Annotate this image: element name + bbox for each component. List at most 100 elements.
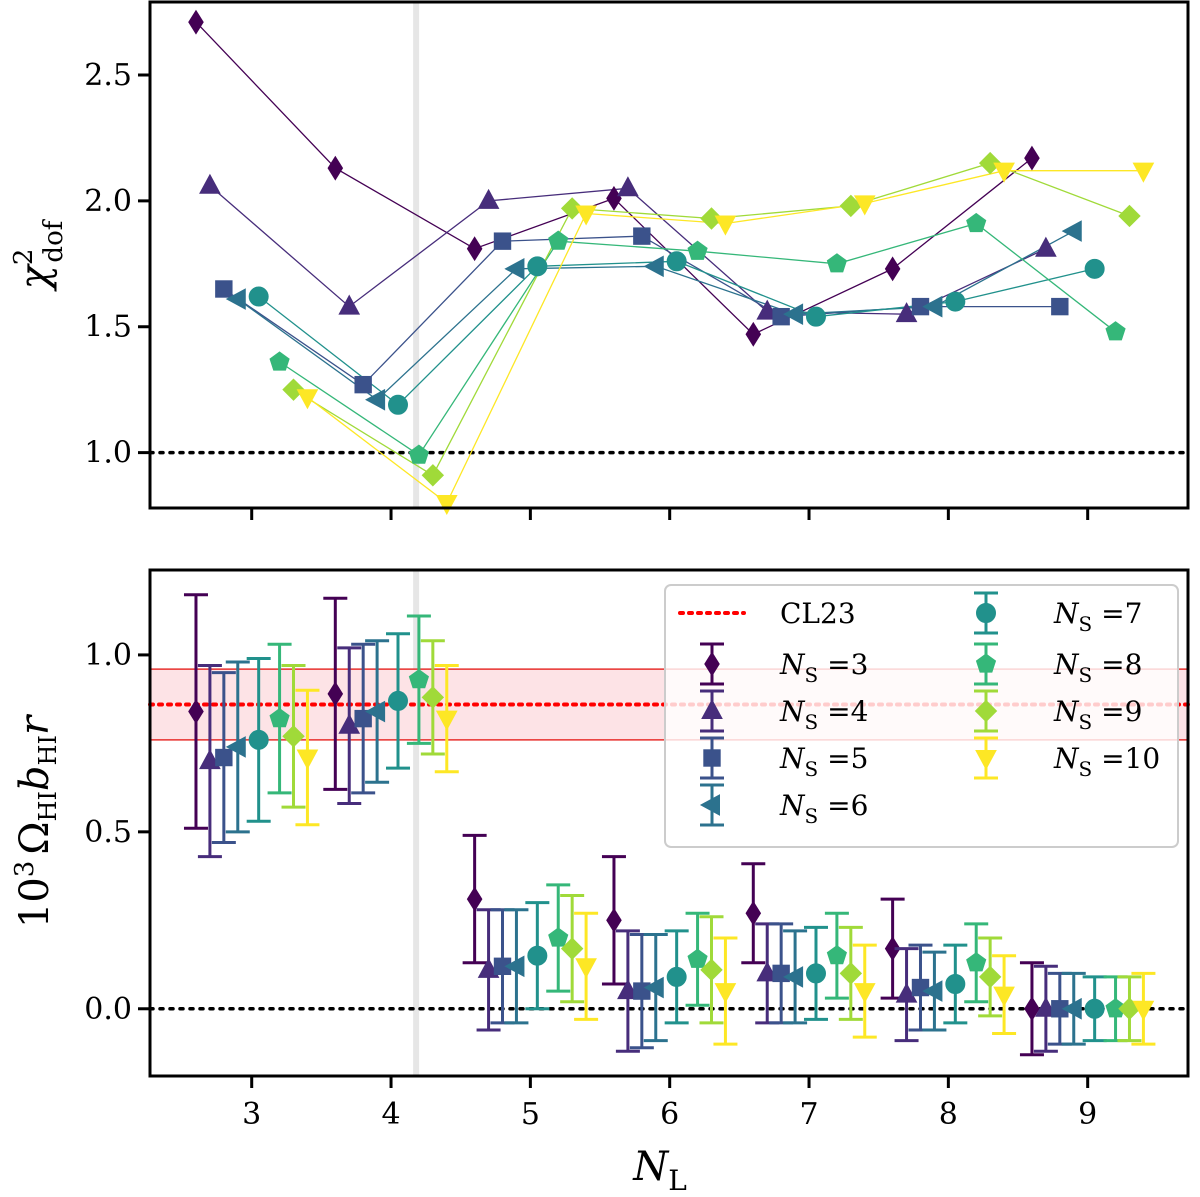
top-point-ns10-1	[435, 494, 458, 516]
top-point-ns10-3	[714, 215, 737, 236]
legend-n: N	[779, 695, 806, 728]
legend-s: S	[1079, 663, 1093, 687]
bottom-point-ns9-0	[282, 725, 305, 748]
bottom-ytick-label: 0.5	[84, 815, 132, 850]
legend-s: S	[805, 710, 819, 734]
bottom-point-ns8-5	[966, 952, 987, 972]
legend-cl23-label: CL23	[780, 597, 856, 630]
bottom-ytick-label: 0.0	[84, 992, 132, 1027]
bottom-point-ns3-5	[884, 936, 901, 962]
legend-label-ns10: NS =10	[1053, 742, 1160, 781]
bottom-point-ns7-5	[945, 974, 966, 994]
top-point-ns8-6	[1105, 321, 1126, 341]
top-point-ns5-4	[772, 307, 790, 326]
top-point-ns10-5	[993, 162, 1015, 183]
bottom-point-ns6-3	[643, 976, 664, 999]
bottom-point-ns5-5	[911, 978, 930, 997]
ylabel-b: b	[12, 765, 58, 791]
bottom-point-ns3-6	[1024, 996, 1040, 1022]
ylabel-omega-sub: HI	[34, 791, 62, 821]
bottom-point-ns4-0	[199, 749, 221, 770]
legend-value: =3	[818, 648, 868, 681]
top-point-ns6-4	[783, 303, 804, 325]
top-point-ns5-6	[1051, 297, 1069, 316]
bottom-point-ns3-3	[606, 907, 622, 933]
top-point-ns5-3	[633, 227, 651, 245]
top-point-ns3-6	[1024, 145, 1040, 171]
top-point-ns4-4	[756, 299, 779, 320]
bottom-point-ns4-3	[617, 979, 639, 1000]
legend-s: S	[1079, 757, 1093, 781]
legend-frame	[664, 584, 1179, 848]
bottom-point-ns8-2	[548, 927, 569, 947]
bottom-point-ns7-0	[248, 729, 269, 750]
top-point-ns10-6	[1132, 162, 1155, 183]
top-point-ns9-0	[282, 378, 305, 401]
legend-s: S	[805, 663, 819, 687]
top-point-ns9-1	[421, 464, 445, 487]
bottom-point-ns10-1	[435, 710, 458, 731]
bottom-point-ns3-0	[188, 699, 204, 724]
bottom-point-ns5-4	[772, 964, 790, 983]
ylabel-r: r	[12, 713, 58, 735]
top-point-ns3-5	[884, 256, 901, 282]
top-point-ns4-5	[895, 302, 918, 323]
bottom-point-ns3-2	[466, 886, 483, 912]
bottom-point-ns9-5	[978, 965, 1002, 989]
top-point-ns9-2	[560, 197, 584, 220]
bottom-point-ns8-1	[408, 669, 430, 689]
top-point-ns4-3	[617, 176, 639, 197]
legend-label-ns5: NS =5	[779, 742, 868, 781]
top-point-ns5-0	[215, 280, 233, 298]
bottom-xtick-label: 4	[381, 1097, 400, 1132]
legend-value: =7	[1092, 597, 1142, 630]
legend-label-ns7: NS =7	[1053, 597, 1142, 636]
legend-label-ns6: NS =6	[779, 789, 868, 828]
legend-label-ns8: NS =8	[1053, 648, 1142, 687]
top-point-ns5-2	[493, 232, 512, 250]
bottom-xtick-label: 7	[799, 1097, 818, 1132]
legend-s: S	[1079, 710, 1093, 734]
legend-n: N	[1053, 742, 1080, 775]
top-ylabel-sub: dof	[39, 218, 69, 262]
top-point-ns6-2	[504, 258, 525, 280]
bottom-point-ns7-2	[527, 945, 548, 966]
top-panel: 1.0 1.5 2.0 2.5 χ2dof	[9, 0, 1190, 520]
xlabel-n: N	[632, 1144, 670, 1190]
legend-marker-ns5	[703, 749, 721, 767]
bottom-point-ns9-3	[700, 958, 723, 982]
legend-label-ns3: NS =3	[779, 648, 868, 687]
bottom-point-ns5-3	[633, 982, 651, 1000]
top-ytick-label: 2.5	[84, 58, 132, 93]
legend-value: =8	[1092, 648, 1142, 681]
legend-marker-ns3	[704, 651, 720, 677]
legend-marker-ns6	[699, 794, 720, 816]
top-point-ns8-1	[408, 444, 430, 464]
top-point-ns3-2	[466, 236, 483, 262]
top-point-ns10-4	[853, 195, 876, 216]
bottom-xlabel: NL	[632, 1144, 687, 1197]
top-point-ns7-3	[666, 251, 687, 272]
bottom-point-ns7-6	[1084, 998, 1105, 1019]
bottom-point-ns8-3	[687, 948, 708, 968]
top-point-ns4-0	[199, 173, 221, 194]
top-ytick-label: 2.0	[84, 184, 132, 219]
legend-marker-ns9	[974, 699, 998, 723]
top-point-ns6-5	[922, 295, 943, 318]
legend-s: S	[805, 804, 819, 828]
legend-n: N	[1053, 597, 1080, 630]
top-point-ns9-5	[978, 151, 1002, 175]
bottom-ytick-label: 1.0	[84, 638, 132, 673]
top-point-ns8-2	[548, 230, 569, 250]
bottom-point-ns9-1	[421, 686, 445, 709]
legend-marker-ns4	[701, 698, 723, 719]
top-point-ns4-6	[1035, 236, 1057, 257]
bottom-point-ns10-4	[853, 983, 876, 1004]
bottom-point-ns8-4	[826, 945, 847, 965]
legend-value: =6	[818, 789, 868, 822]
bottom-xtick-label: 8	[939, 1097, 958, 1132]
top-ylabel-chi: χ	[12, 262, 58, 292]
